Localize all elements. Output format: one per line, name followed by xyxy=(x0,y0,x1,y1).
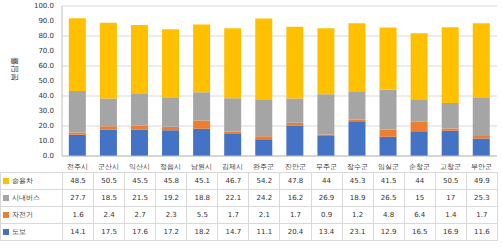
svg-text:익산시: 익산시 xyxy=(129,163,150,171)
html-text:1.6: 1.6 xyxy=(72,211,84,219)
html-text:16.9: 16.9 xyxy=(443,228,459,236)
html-text:16.2: 16.2 xyxy=(287,194,304,202)
html-text:1.7: 1.7 xyxy=(289,211,301,219)
svg-text:남원시: 남원시 xyxy=(191,163,212,171)
html-text:2.3: 2.3 xyxy=(165,211,177,219)
html-text:14.7: 14.7 xyxy=(225,228,242,236)
svg-text:전주시: 전주시 xyxy=(67,163,88,171)
html-text:23.1: 23.1 xyxy=(349,228,366,236)
html-text:1.2: 1.2 xyxy=(352,211,364,219)
svg-text:90.0: 90.0 xyxy=(38,17,54,25)
html-text:1.7: 1.7 xyxy=(227,211,239,219)
html-text:자전거: 자전거 xyxy=(12,211,33,219)
html-text:54.2: 54.2 xyxy=(256,177,273,185)
svg-text:70.0: 70.0 xyxy=(38,47,54,55)
svg-text:정읍시: 정읍시 xyxy=(160,163,181,171)
html-text:18.2: 18.2 xyxy=(194,228,211,236)
html-text:27.7: 27.7 xyxy=(70,194,86,202)
html-text:17.6: 17.6 xyxy=(132,228,148,236)
html-text:20.4: 20.4 xyxy=(287,228,304,236)
html-text:17.5: 17.5 xyxy=(101,228,117,236)
html-text:50.5: 50.5 xyxy=(443,177,459,185)
svg-text:임실군: 임실군 xyxy=(378,163,399,171)
svg-text:무주군: 무주군 xyxy=(316,163,337,171)
html-text:5.5: 5.5 xyxy=(196,211,208,219)
html-text:22.1: 22.1 xyxy=(225,194,242,202)
html-text:17: 17 xyxy=(446,194,456,202)
svg-text:50.0: 50.0 xyxy=(38,77,54,85)
html-text:2.1: 2.1 xyxy=(258,211,270,219)
svg-text:100.0: 100.0 xyxy=(34,2,54,10)
html-text:26.9: 26.9 xyxy=(318,194,335,202)
html-text:시내버스: 시내버스 xyxy=(12,194,40,202)
html-text:0.9: 0.9 xyxy=(321,211,333,219)
html-text:13.4: 13.4 xyxy=(318,228,335,236)
html-text:2.4: 2.4 xyxy=(103,211,115,219)
html-text:18.9: 18.9 xyxy=(349,194,366,202)
html-text:승용차: 승용차 xyxy=(12,177,33,185)
html-text:16.5: 16.5 xyxy=(411,228,428,236)
html-text:21.5: 21.5 xyxy=(132,194,148,202)
html-text:12.9: 12.9 xyxy=(380,228,397,236)
html-text:14.1: 14.1 xyxy=(70,228,86,236)
svg-text:60.0: 60.0 xyxy=(38,62,54,70)
svg-text:김제시: 김제시 xyxy=(222,163,243,171)
html-text:2.7: 2.7 xyxy=(134,211,146,219)
html-text:45.8: 45.8 xyxy=(163,177,179,185)
svg-text:진안군: 진안군 xyxy=(285,163,306,171)
html-text:1.4: 1.4 xyxy=(445,211,457,219)
svg-text:0.0: 0.0 xyxy=(43,152,54,160)
svg-text:10.0: 10.0 xyxy=(38,137,54,145)
svg-text:군산시: 군산시 xyxy=(98,163,119,171)
svg-text:완주군: 완주군 xyxy=(253,163,274,171)
html-text:18.5: 18.5 xyxy=(101,194,117,202)
svg-text:고창군: 고창군 xyxy=(440,163,461,171)
html-text:도보: 도보 xyxy=(12,228,26,236)
svg-text:분담률: 분담률 xyxy=(10,57,19,81)
html-text:45.5: 45.5 xyxy=(132,177,148,185)
html-text:44: 44 xyxy=(322,177,331,185)
html-text:50.5: 50.5 xyxy=(101,177,117,185)
html-text:24.2: 24.2 xyxy=(256,194,273,202)
svg-text:20.0: 20.0 xyxy=(38,122,54,130)
html-text:45.1: 45.1 xyxy=(194,177,211,185)
html-text:41.5: 41.5 xyxy=(380,177,397,185)
html-text:25.3: 25.3 xyxy=(474,194,490,202)
html-text:11.6: 11.6 xyxy=(474,228,490,236)
html-text:45.3: 45.3 xyxy=(349,177,366,185)
html-text:11.1: 11.1 xyxy=(256,228,273,236)
html-text:26.5: 26.5 xyxy=(380,194,397,202)
html-text:19.2: 19.2 xyxy=(163,194,179,202)
svg-text:30.0: 30.0 xyxy=(38,107,54,115)
html-text:44: 44 xyxy=(415,177,425,185)
svg-text:순창군: 순창군 xyxy=(409,163,430,171)
html-text:49.9: 49.9 xyxy=(474,177,490,185)
html-text:47.8: 47.8 xyxy=(287,177,304,185)
svg-text:장수군: 장수군 xyxy=(347,163,368,171)
html-text:18.8: 18.8 xyxy=(194,194,211,202)
html-text:17.2: 17.2 xyxy=(163,228,179,236)
svg-text:80.0: 80.0 xyxy=(38,32,54,40)
html-text:1.7: 1.7 xyxy=(476,211,488,219)
html-text:15: 15 xyxy=(415,194,425,202)
html-text:48.5: 48.5 xyxy=(70,177,86,185)
html-text:46.7: 46.7 xyxy=(225,177,242,185)
svg-text:부안군: 부안군 xyxy=(471,163,492,171)
html-text:4.8: 4.8 xyxy=(383,211,395,219)
svg-text:40.0: 40.0 xyxy=(38,92,54,100)
html-text:6.4: 6.4 xyxy=(414,211,426,219)
